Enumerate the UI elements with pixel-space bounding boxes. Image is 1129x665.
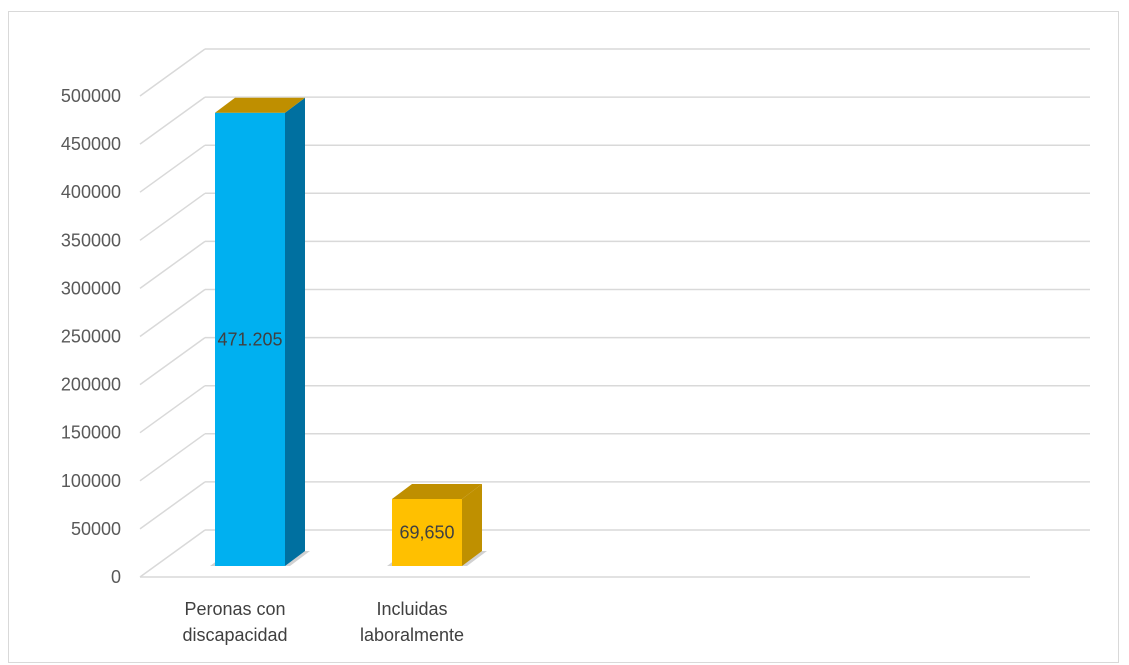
y-tick-label: 500000 [61, 86, 121, 106]
y-tick-label: 350000 [61, 230, 121, 250]
data-label: 471.205 [217, 329, 282, 349]
y-tick-label: 150000 [61, 423, 121, 443]
x-axis: Peronas con discapacidad Incluidas laboralm… [182, 599, 464, 645]
gridline-depth [139, 481, 206, 530]
bar [215, 112, 285, 566]
data-label: 69,650 [399, 522, 454, 542]
gridlines [139, 48, 1090, 578]
gridline-depth [139, 385, 206, 434]
bar [392, 498, 462, 566]
y-tick-label: 300000 [61, 278, 121, 298]
gridline-depth [139, 192, 206, 241]
y-tick-label: 50000 [71, 519, 121, 539]
x-tick-label: discapacidad [182, 625, 287, 645]
bars: 471.205 69,650 [210, 97, 487, 566]
y-tick-label: 450000 [61, 134, 121, 154]
x-tick-label: Peronas con [184, 599, 285, 619]
x-tick-label: Incluidas [376, 599, 447, 619]
y-tick-label: 0 [111, 567, 121, 587]
y-tick-label: 400000 [61, 182, 121, 202]
bar-side [285, 97, 305, 566]
y-tick-label: 200000 [61, 375, 121, 395]
x-tick-label: laboralmente [360, 625, 464, 645]
bar-top [215, 97, 305, 113]
gridline-depth [139, 336, 206, 386]
y-axis: 0 50000 100000 150000 200000 250000 300000 3500… [61, 86, 121, 587]
gridline-depth [139, 48, 206, 97]
gridline-depth [139, 144, 206, 193]
gridline-depth [139, 240, 206, 290]
bar-top [392, 483, 482, 499]
gridline-depth [139, 529, 206, 578]
gridline-depth [139, 433, 206, 482]
gridline-depth [139, 288, 206, 338]
bar-side [462, 483, 482, 566]
y-tick-label: 250000 [61, 327, 121, 347]
gridline-depth [139, 96, 206, 145]
y-tick-label: 100000 [61, 471, 121, 491]
